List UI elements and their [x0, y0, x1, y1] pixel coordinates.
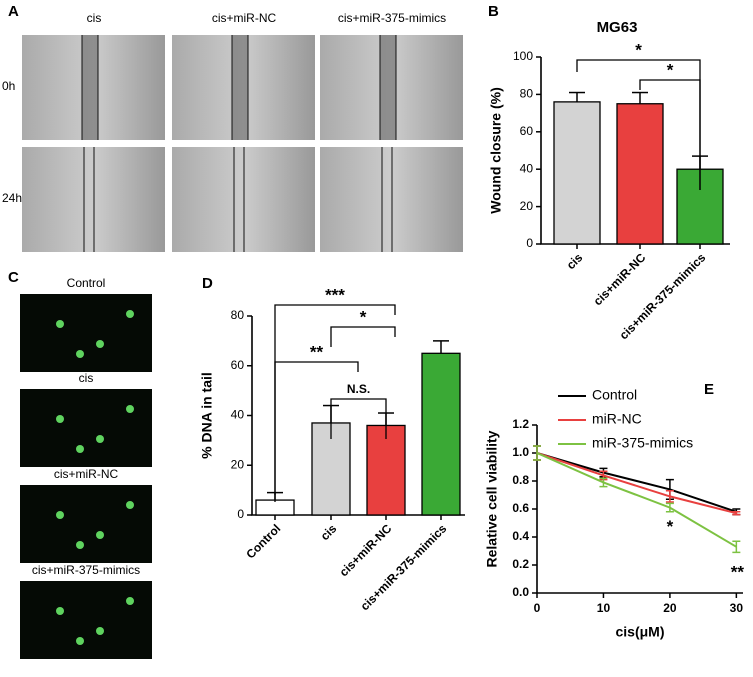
x-tick-label: cis [564, 250, 586, 272]
error-bar [732, 540, 741, 554]
series-line [536, 452, 737, 515]
x-axis-label: cis(μM) [615, 624, 664, 640]
comet [96, 531, 104, 539]
y-tick-label: 1.0 [512, 445, 529, 459]
comet [96, 340, 104, 348]
significance-label: * [667, 517, 674, 536]
x-tick-label: cis [318, 521, 340, 543]
significance-bracket [274, 361, 359, 502]
x-tick-label: cis+miR-NC [337, 521, 395, 579]
wound-gap [232, 35, 248, 140]
comet [56, 415, 64, 423]
x-tick-label: Control [243, 521, 283, 561]
image-label: Control [67, 276, 106, 290]
comet [96, 627, 104, 635]
wound-gap [82, 35, 98, 140]
column-label: cis+miR-375-mimics [338, 11, 446, 25]
comet [126, 310, 134, 318]
y-tick-label: 80 [520, 87, 534, 101]
y-tick-label: 40 [231, 408, 245, 422]
panel-label: A [8, 3, 19, 20]
comet-image [20, 294, 152, 372]
y-axis-label: % DNA in tail [199, 372, 215, 459]
column-label: cis [87, 11, 102, 25]
comet [96, 435, 104, 443]
y-tick-label: 0.2 [512, 557, 529, 571]
y-axis-label: Wound closure (%) [488, 87, 504, 214]
row-label: 0h [2, 79, 15, 93]
bar [255, 499, 295, 516]
x-tick-label: 10 [597, 601, 611, 615]
y-tick-label: 0.8 [512, 473, 529, 487]
y-tick-label: 0.4 [512, 529, 529, 543]
y-tick-label: 0 [526, 236, 533, 250]
row-label: 24h [2, 191, 22, 205]
y-tick-label: 60 [231, 358, 245, 372]
comet [126, 501, 134, 509]
y-tick-label: 60 [520, 124, 534, 138]
y-tick-label: 0 [237, 507, 244, 521]
series-line [536, 452, 737, 513]
comet [56, 607, 64, 615]
wound-gap [380, 35, 396, 140]
bar [553, 101, 601, 245]
comet [56, 511, 64, 519]
comet-image [20, 485, 152, 563]
comet [126, 405, 134, 413]
image-label: cis [79, 371, 94, 385]
image-label: cis+miR-375-mimics [32, 563, 140, 577]
panel-label: D [202, 275, 213, 292]
x-tick-label: 0 [534, 601, 541, 615]
bar [421, 352, 461, 516]
y-tick-label: 0.0 [512, 585, 529, 599]
y-tick-label: 20 [231, 457, 245, 471]
significance-label: ** [310, 342, 324, 361]
significance-label: *** [325, 285, 345, 304]
comet-image [20, 581, 152, 659]
y-tick-label: 40 [520, 161, 534, 175]
comet [56, 320, 64, 328]
legend-label: miR-375-mimics [592, 435, 693, 451]
comet [76, 637, 84, 645]
significance-bracket [330, 326, 396, 347]
bar [366, 424, 406, 516]
image-label: cis+miR-NC [54, 467, 119, 481]
series-line [536, 452, 737, 548]
panel-label: B [488, 3, 499, 20]
y-tick-label: 100 [513, 49, 533, 63]
legend-label: miR-NC [592, 411, 642, 427]
bar [616, 103, 664, 245]
y-tick-label: 0.6 [512, 501, 529, 515]
y-axis-label: Relative cell viability [484, 430, 500, 567]
comet [76, 541, 84, 549]
significance-label: * [667, 60, 674, 79]
comet [76, 350, 84, 358]
column-label: cis+miR-NC [212, 11, 277, 25]
y-tick-label: 80 [231, 308, 245, 322]
significance-label: ** [731, 562, 745, 581]
significance-label: N.S. [347, 382, 370, 396]
comet-image [20, 389, 152, 467]
significance-bracket [330, 398, 387, 439]
legend-label: Control [592, 387, 637, 403]
x-tick-label: cis+miR-NC [591, 250, 649, 308]
panel-label: C [8, 269, 19, 286]
y-tick-label: 20 [520, 199, 534, 213]
significance-label: * [635, 40, 642, 59]
significance-bracket [639, 79, 701, 190]
x-tick-label: 30 [730, 601, 744, 615]
x-tick-label: 20 [663, 601, 677, 615]
panel-label: E [704, 381, 714, 398]
comet [126, 597, 134, 605]
comet [76, 445, 84, 453]
significance-label: * [360, 307, 367, 326]
y-tick-label: 1.2 [512, 417, 529, 431]
chart-title: MG63 [597, 19, 638, 36]
